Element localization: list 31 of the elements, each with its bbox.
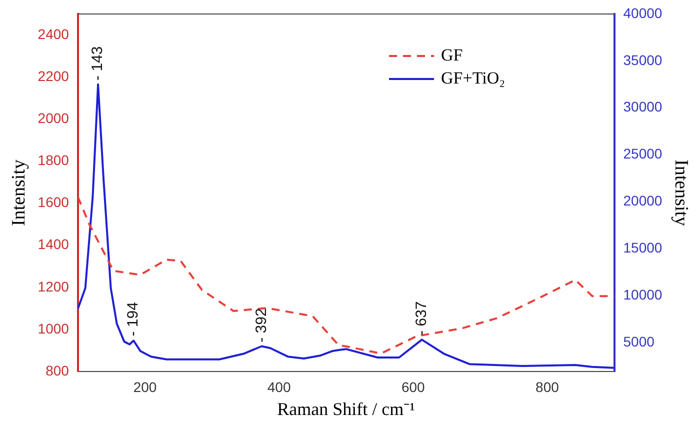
y-axis-title: Intensity — [8, 159, 30, 226]
annotation: - 392 — [252, 308, 270, 342]
annotation: - 143 — [89, 46, 106, 80]
x-tick-label: 600 — [401, 378, 426, 395]
y2-tick-label: 20000 — [623, 192, 662, 209]
y-tick-label: 2200 — [38, 68, 70, 84]
y2-tick-label: 25000 — [623, 146, 662, 162]
y2-axis-title: Intensity — [670, 160, 692, 227]
y-tick-label: 1400 — [38, 236, 70, 252]
x-tick-label: 400 — [267, 378, 291, 395]
y-tick-label: 1200 — [38, 278, 70, 294]
x-tick-label: 200 — [133, 378, 157, 395]
x-tick-label: 800 — [536, 378, 560, 395]
y2-tick-label: 10000 — [623, 286, 662, 302]
y-tick-label: 2000 — [38, 110, 70, 126]
annotation: - 637 — [413, 301, 430, 336]
y-tick-label: 1800 — [38, 152, 70, 168]
y-tick-label: 2400 — [38, 26, 70, 42]
y2-tick-label: 30000 — [623, 98, 662, 115]
line-series — [78, 196, 614, 355]
legend-label: GF+TiO₂ — [441, 68, 506, 88]
y-tick-label: 1600 — [38, 194, 70, 210]
legend-label: GF — [441, 45, 463, 64]
x-axis-title: Raman Shift / cm⁻¹ — [277, 398, 416, 419]
y2-tick-label: 5000 — [623, 333, 655, 350]
y2-tick-label: 15000 — [623, 240, 662, 256]
y2-tick-label: 35000 — [623, 52, 662, 68]
annotation: - 194 — [124, 302, 142, 336]
y-tick-label: 1000 — [38, 320, 70, 336]
y-tick-label: 800 — [46, 362, 70, 378]
y2-tick-label: 40000 — [623, 4, 662, 21]
